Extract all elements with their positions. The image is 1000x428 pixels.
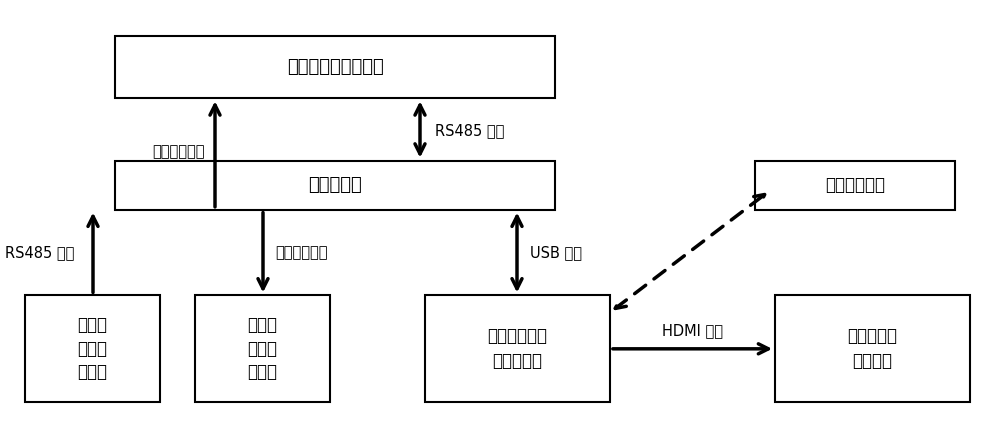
Text: RS485 接口: RS485 接口	[5, 245, 74, 260]
Text: RS485 接口: RS485 接口	[435, 123, 504, 138]
FancyArrowPatch shape	[512, 217, 522, 288]
Text: 氦室腔体及附属结构: 氦室腔体及附属结构	[287, 58, 383, 77]
FancyArrowPatch shape	[258, 212, 268, 288]
Text: 控制信号接口: 控制信号接口	[275, 245, 328, 260]
FancyBboxPatch shape	[195, 295, 330, 402]
Text: USB 接口: USB 接口	[530, 245, 582, 260]
FancyBboxPatch shape	[115, 160, 555, 210]
FancyBboxPatch shape	[755, 160, 955, 210]
Text: 氦室计算机管
理控制系统: 氦室计算机管 理控制系统	[488, 327, 548, 370]
FancyBboxPatch shape	[775, 295, 970, 402]
FancyBboxPatch shape	[115, 36, 555, 98]
Text: 手机终端软件: 手机终端软件	[825, 176, 885, 194]
Text: 氦泄漏
声控报
警装置: 氦泄漏 声控报 警装置	[248, 316, 278, 381]
FancyBboxPatch shape	[25, 295, 160, 402]
Text: HDMI 接口: HDMI 接口	[662, 323, 722, 338]
FancyArrowPatch shape	[88, 217, 98, 293]
Text: 壁挂式大屏
显示系统: 壁挂式大屏 显示系统	[848, 327, 898, 370]
Text: 环境氦
浓度监
测装置: 环境氦 浓度监 测装置	[78, 316, 108, 381]
Text: 控制信号接口: 控制信号接口	[152, 144, 205, 160]
Text: 综合控制器: 综合控制器	[308, 176, 362, 194]
FancyArrowPatch shape	[210, 105, 220, 207]
FancyArrowPatch shape	[415, 105, 425, 154]
FancyArrowPatch shape	[615, 194, 765, 309]
FancyBboxPatch shape	[425, 295, 610, 402]
FancyArrowPatch shape	[613, 344, 768, 354]
